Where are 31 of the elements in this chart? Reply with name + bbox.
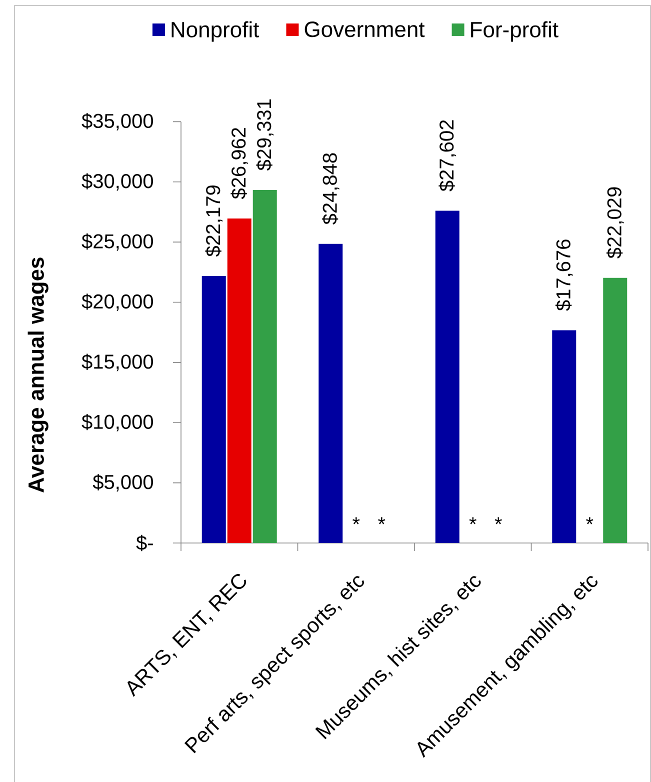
y-tick-label: $- <box>136 534 153 552</box>
bar <box>227 218 252 543</box>
y-tick-label: $5,000 <box>92 474 153 492</box>
data-label: $29,331 <box>256 99 274 171</box>
y-tick-label: $25,000 <box>82 233 153 251</box>
text: * <box>494 517 502 524</box>
data-label: $24,848 <box>322 153 340 224</box>
text: * <box>378 517 386 524</box>
text: * <box>352 517 360 524</box>
y-tick-label: $20,000 <box>82 294 153 311</box>
data-label: $17,676 <box>555 240 573 311</box>
legend-label: Nonprofit <box>172 21 260 42</box>
data-label: $22,179 <box>205 185 223 257</box>
legend-label: Government <box>304 22 425 38</box>
bar <box>318 244 343 543</box>
y-tick-label: $10,000 <box>82 414 153 432</box>
bar <box>202 276 226 543</box>
text: * <box>469 517 476 524</box>
data-label: $26,962 <box>230 128 248 200</box>
y-tick-label: $30,000 <box>82 173 153 191</box>
bar <box>435 210 460 543</box>
text: * <box>586 517 594 524</box>
y-tick-label: $15,000 <box>82 354 153 372</box>
bar <box>252 190 277 543</box>
bar <box>552 330 576 543</box>
legend-label: For-profit <box>471 21 558 42</box>
y-tick-label: $35,000 <box>82 113 153 130</box>
y-axis-title: Average annual wages <box>28 258 48 493</box>
bar <box>603 278 628 543</box>
data-label: $27,602 <box>438 120 456 192</box>
data-label: $22,029 <box>606 187 624 258</box>
